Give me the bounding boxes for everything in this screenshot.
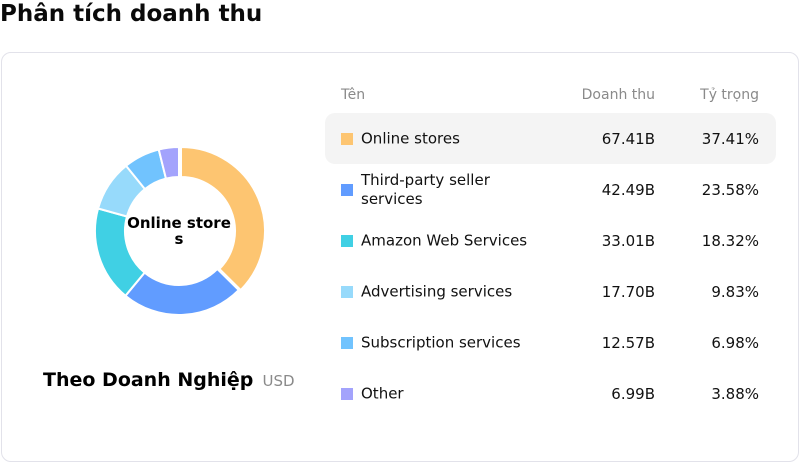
row-share: 23.58%: [701, 180, 759, 199]
table-row[interactable]: Online stores 67.41B 37.41%: [325, 113, 776, 164]
row-name: Amazon Web Services: [361, 231, 528, 249]
donut-slice[interactable]: [180, 145, 265, 292]
row-name: Other: [361, 384, 404, 402]
row-share: 6.98%: [711, 333, 759, 352]
legend-swatch-icon: [341, 286, 353, 298]
table-row[interactable]: Other 6.99B 3.88%: [325, 368, 776, 419]
revenue-table: Tên Doanh thu Tỷ trọng Online stores 67.4…: [325, 80, 776, 419]
row-share: 3.88%: [711, 384, 759, 403]
row-revenue: 12.57B: [601, 333, 655, 352]
donut-slice[interactable]: [157, 145, 180, 180]
row-name: Third-party seller services: [361, 170, 490, 208]
chart-subtitle: Theo Doanh Nghiệp USD: [43, 369, 295, 391]
row-name: Online stores: [361, 129, 460, 147]
subtitle-text: Theo Doanh Nghiệp: [43, 369, 254, 391]
table-row[interactable]: Subscription services 12.57B 6.98%: [325, 317, 776, 368]
page-title: Phân tích doanh thu: [0, 1, 263, 27]
table-row[interactable]: Amazon Web Services 33.01B 18.32%: [325, 215, 776, 266]
donut-center-label: Online stores: [127, 214, 231, 248]
unit-label: USD: [262, 372, 295, 390]
row-share: 18.32%: [701, 231, 759, 250]
row-revenue: 17.70B: [601, 282, 655, 301]
table-header: Tên Doanh thu Tỷ trọng: [325, 80, 776, 113]
header-name: Tên: [341, 87, 366, 103]
legend-swatch-icon: [341, 337, 353, 349]
row-revenue: 42.49B: [601, 180, 655, 199]
donut-svg: [94, 145, 265, 316]
row-share: 9.83%: [711, 282, 759, 301]
header-revenue: Doanh thu: [581, 87, 655, 103]
table-row[interactable]: Advertising services 17.70B 9.83%: [325, 266, 776, 317]
row-revenue: 67.41B: [601, 129, 655, 148]
row-revenue: 6.99B: [611, 384, 655, 403]
header-share: Tỷ trọng: [700, 87, 759, 103]
row-name: Subscription services: [361, 333, 521, 351]
legend-swatch-icon: [341, 133, 353, 145]
table-row[interactable]: Third-party seller services 42.49B 23.58%: [325, 164, 776, 215]
row-name: Advertising services: [361, 282, 513, 300]
row-revenue: 33.01B: [601, 231, 655, 250]
donut-chart: Online stores: [93, 145, 265, 317]
legend-swatch-icon: [341, 184, 353, 196]
legend-swatch-icon: [341, 235, 353, 247]
legend-swatch-icon: [341, 388, 353, 400]
row-share: 37.41%: [701, 129, 759, 148]
